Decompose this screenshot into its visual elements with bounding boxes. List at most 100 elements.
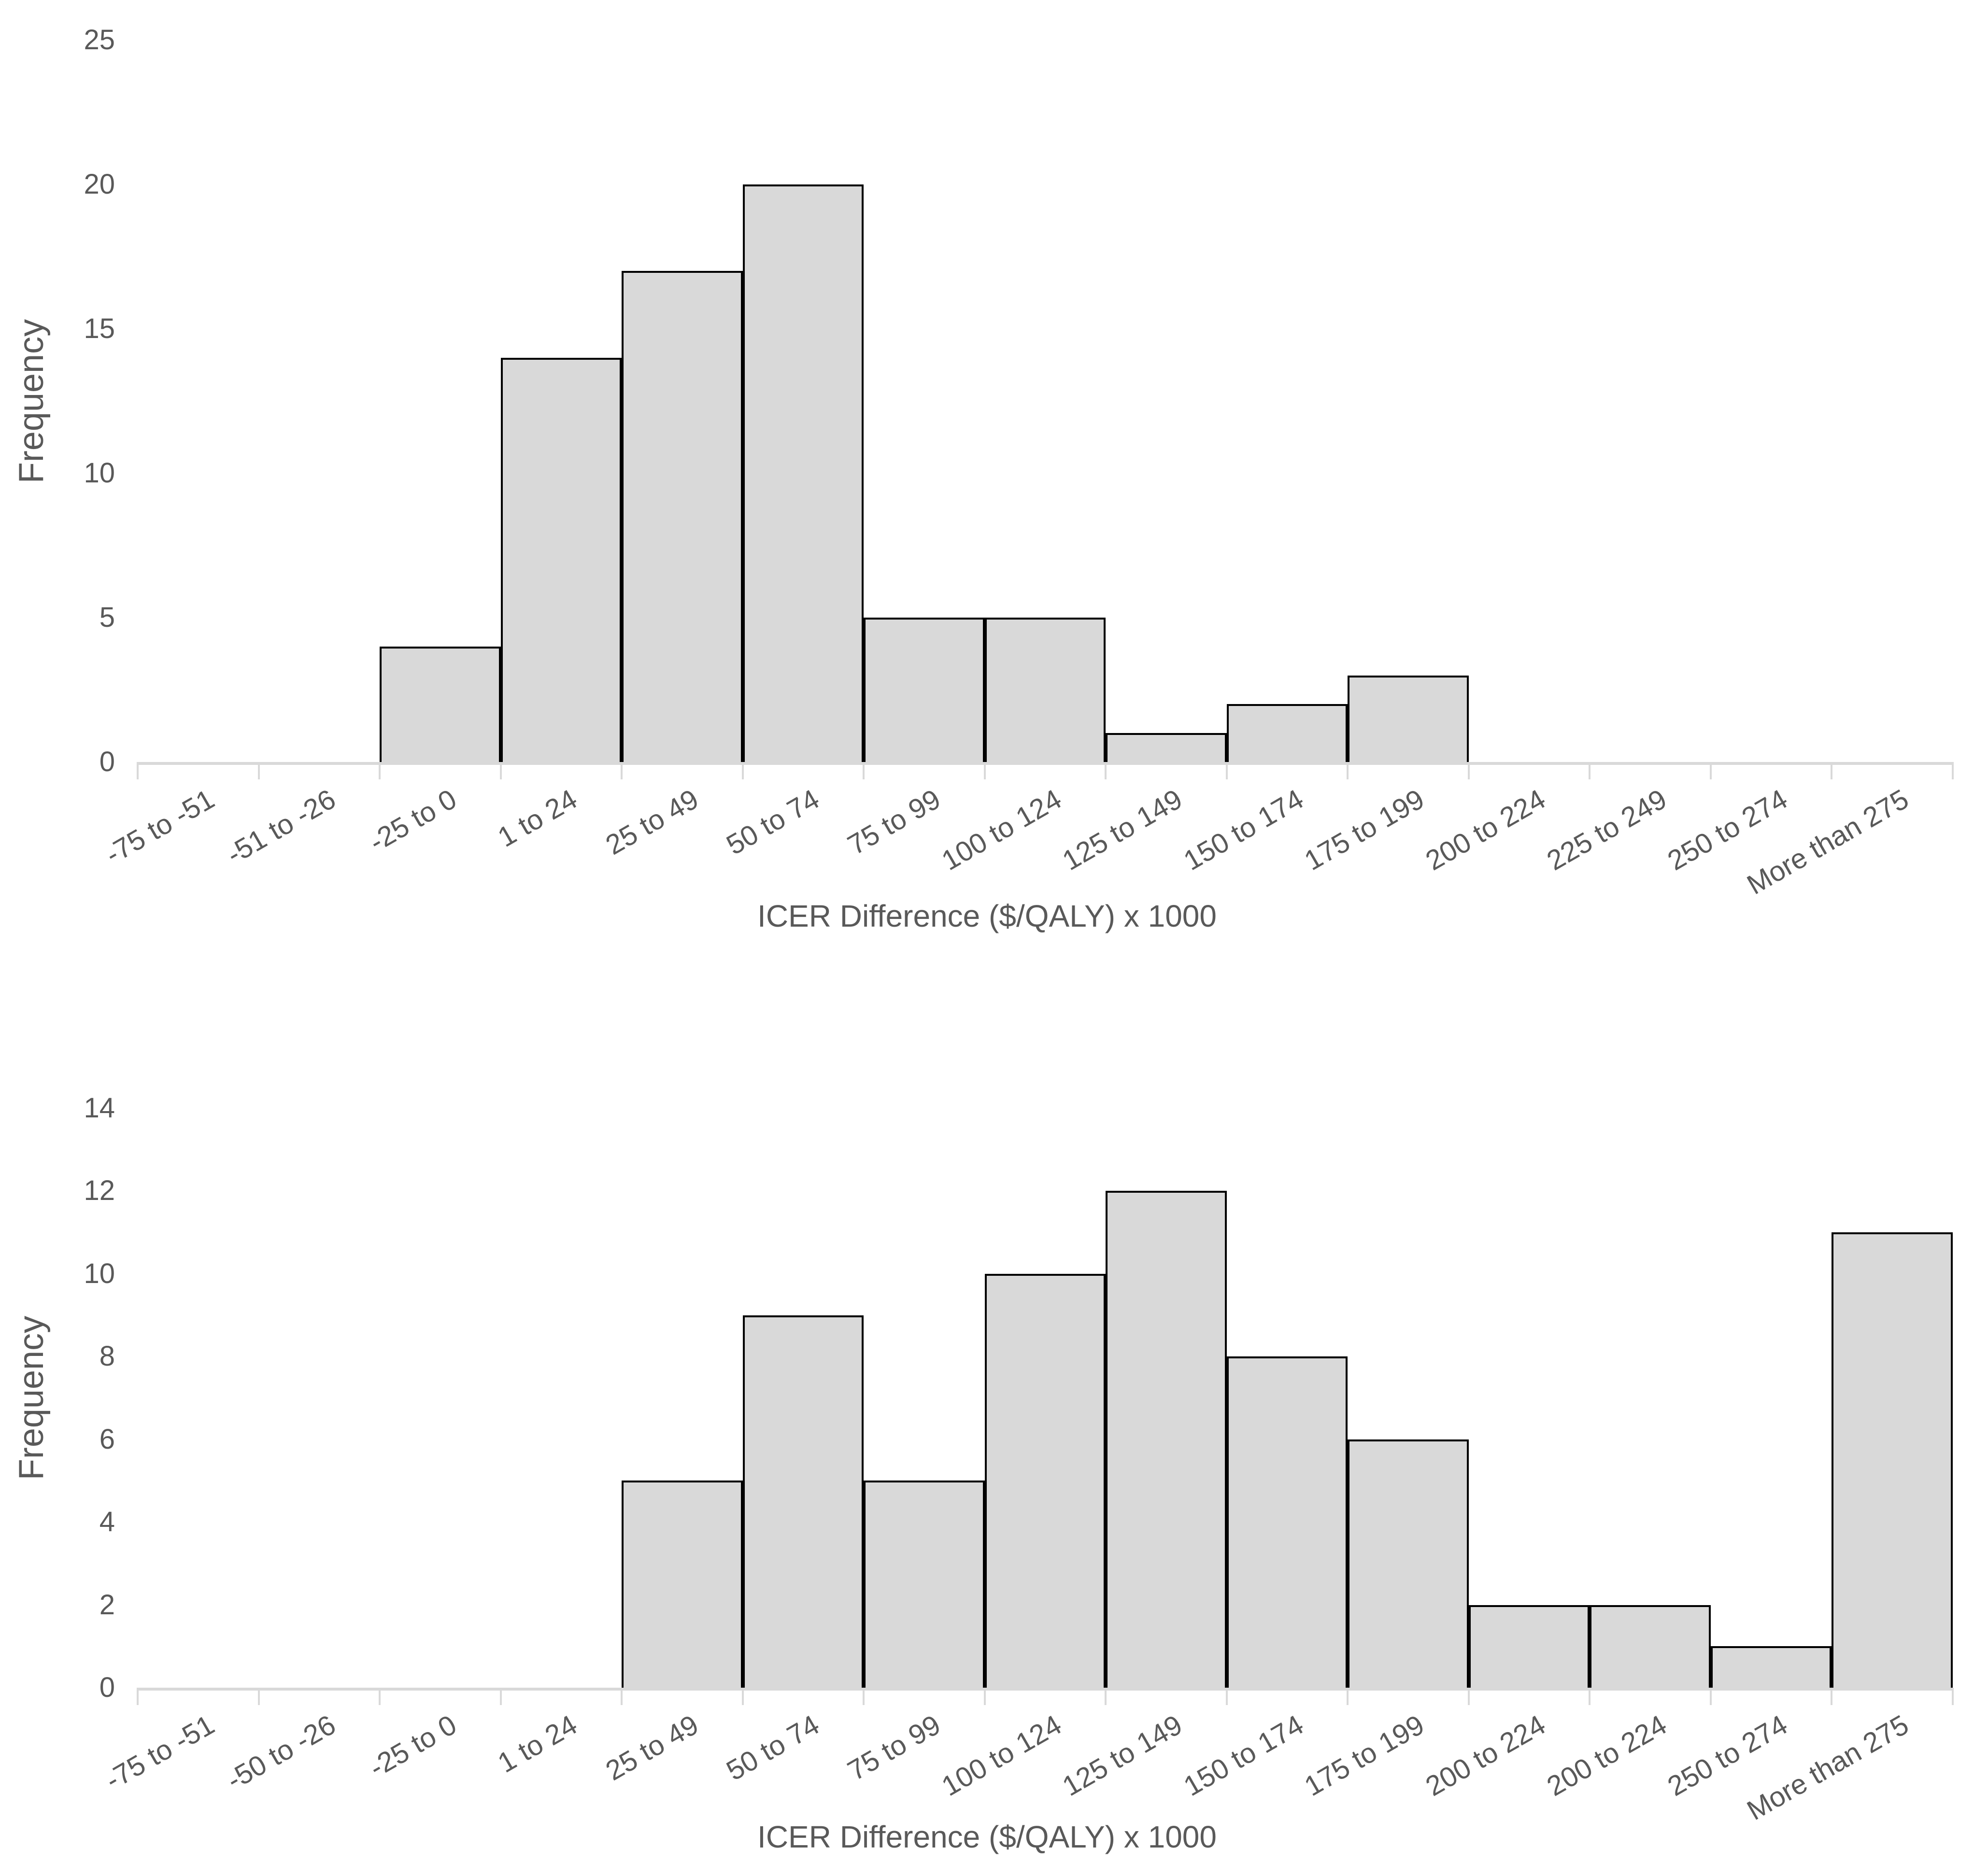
x-tick-mark [1952,1688,1954,1705]
bar-200-to-224 [1590,1605,1711,1688]
x-tick-mark [1225,762,1228,779]
x-tick-label: -75 to -51 [100,783,220,871]
y-tick-labels: 0 2 4 6 8 10 12 14 [0,1094,115,1702]
y-tick-label: 14 [84,1092,115,1124]
y-tick-label: 6 [99,1423,115,1455]
bar-25-to-49 [622,1481,743,1688]
x-tick-label: 200 to 224 [1541,1709,1672,1803]
x-tick-label: 100 to 124 [936,1709,1067,1803]
x-tick-label: -75 to -51 [100,1709,220,1796]
x-tick-label: 75 to 99 [842,1709,946,1787]
y-tick-label: 0 [99,746,115,777]
y-tick-label: 20 [84,169,115,200]
x-tick-mark [863,762,865,779]
x-tick-label: 150 to 174 [1178,1709,1309,1803]
x-tick-label: 175 to 199 [1299,783,1430,877]
x-tick-mark [1589,762,1591,779]
bar-1-to-24 [500,357,622,762]
bar-100-to-124 [984,1273,1106,1688]
x-tick-marks [137,1688,1954,1705]
x-tick-label: 225 to 249 [1541,783,1672,877]
x-tick-mark [1105,1688,1107,1705]
y-tick-label: 4 [99,1506,115,1538]
y-tick-label: 15 [84,313,115,344]
y-tick-label: 8 [99,1340,115,1372]
x-tick-mark [1467,762,1470,779]
x-tick-mark [741,762,744,779]
bar-75-to-99 [864,1481,985,1688]
x-axis-title: ICER Difference ($/QALY) x 1000 [757,899,1217,933]
x-axis-line [138,1688,1953,1691]
plot-area [138,1108,1953,1691]
y-tick-label: 12 [84,1175,115,1207]
bar-125-to-149 [1106,733,1227,762]
x-tick-mark [1589,1688,1591,1705]
x-tick-label: 125 to 149 [1057,1709,1188,1803]
x-tick-mark [863,1688,865,1705]
bar-50-to-74 [742,1315,864,1688]
x-tick-mark [621,762,623,779]
y-tick-label: 2 [99,1589,115,1621]
bar-175-to-199 [1348,1439,1469,1688]
x-tick-mark [1347,1688,1349,1705]
bar-75-to-99 [864,618,985,762]
x-tick-label: 200 to 224 [1420,1709,1551,1803]
x-tick-label: -25 to 0 [363,783,462,858]
x-tick-label: -51 to -26 [221,783,341,871]
x-tick-label: -25 to 0 [363,1709,462,1784]
x-tick-label: 25 to 49 [600,783,704,861]
x-tick-label: 100 to 124 [936,783,1067,877]
x-tick-label: 200 to 224 [1420,783,1551,877]
y-tick-labels: 0 5 10 15 20 25 [0,26,115,776]
bar-25-to-49 [622,271,743,762]
x-tick-mark [983,762,986,779]
x-tick-mark [1709,762,1712,779]
x-tick-label: 175 to 199 [1299,1709,1430,1803]
bar-150-to-174 [1226,704,1348,762]
x-axis-title: ICER Difference ($/QALY) x 1000 [757,1820,1217,1854]
x-tick-label: 1 to 24 [493,783,583,853]
x-tick-mark [499,762,502,779]
bar-more-than-275 [1832,1232,1953,1688]
x-tick-mark [1467,1688,1470,1705]
y-tick-label: 10 [84,1257,115,1289]
x-tick-label: 50 to 74 [721,783,825,861]
x-tick-label: 75 to 99 [842,783,946,861]
bar-150-to-174 [1226,1356,1348,1688]
y-tick-label: 10 [84,457,115,489]
bar-200-to-224 [1468,1605,1590,1688]
x-tick-mark [1831,762,1833,779]
x-tick-label: 150 to 174 [1178,783,1309,877]
x-tick-mark [379,762,381,779]
x-tick-mark [621,1688,623,1705]
bar-250-to-274 [1710,1646,1832,1688]
x-tick-marks [137,762,1954,779]
x-tick-mark [1952,762,1954,779]
bar-50-to-74 [742,184,864,762]
bars-container [138,40,1953,762]
x-tick-mark [379,1688,381,1705]
y-tick-label: 0 [99,1672,115,1703]
y-tick-label: 25 [84,24,115,56]
x-tick-mark [1709,1688,1712,1705]
plot-area [138,40,1953,765]
bar-175-to-199 [1348,675,1469,762]
x-tick-label: 1 to 24 [493,1709,583,1779]
x-tick-mark [1831,1688,1833,1705]
x-tick-mark [983,1688,986,1705]
y-tick-label: 5 [99,602,115,633]
bars-container [138,1108,1953,1688]
x-tick-mark [137,1688,139,1705]
x-axis-line [138,762,1953,765]
x-tick-label: 50 to 74 [721,1709,825,1787]
x-tick-mark [1225,1688,1228,1705]
x-tick-mark [257,1688,260,1705]
x-tick-mark [1347,762,1349,779]
x-tick-label: -50 to -26 [221,1709,341,1796]
x-tick-label: 25 to 49 [600,1709,704,1787]
bar--25-to-0 [380,646,501,762]
bar-125-to-149 [1106,1191,1227,1688]
bar-100-to-124 [984,618,1106,762]
x-tick-mark [257,762,260,779]
